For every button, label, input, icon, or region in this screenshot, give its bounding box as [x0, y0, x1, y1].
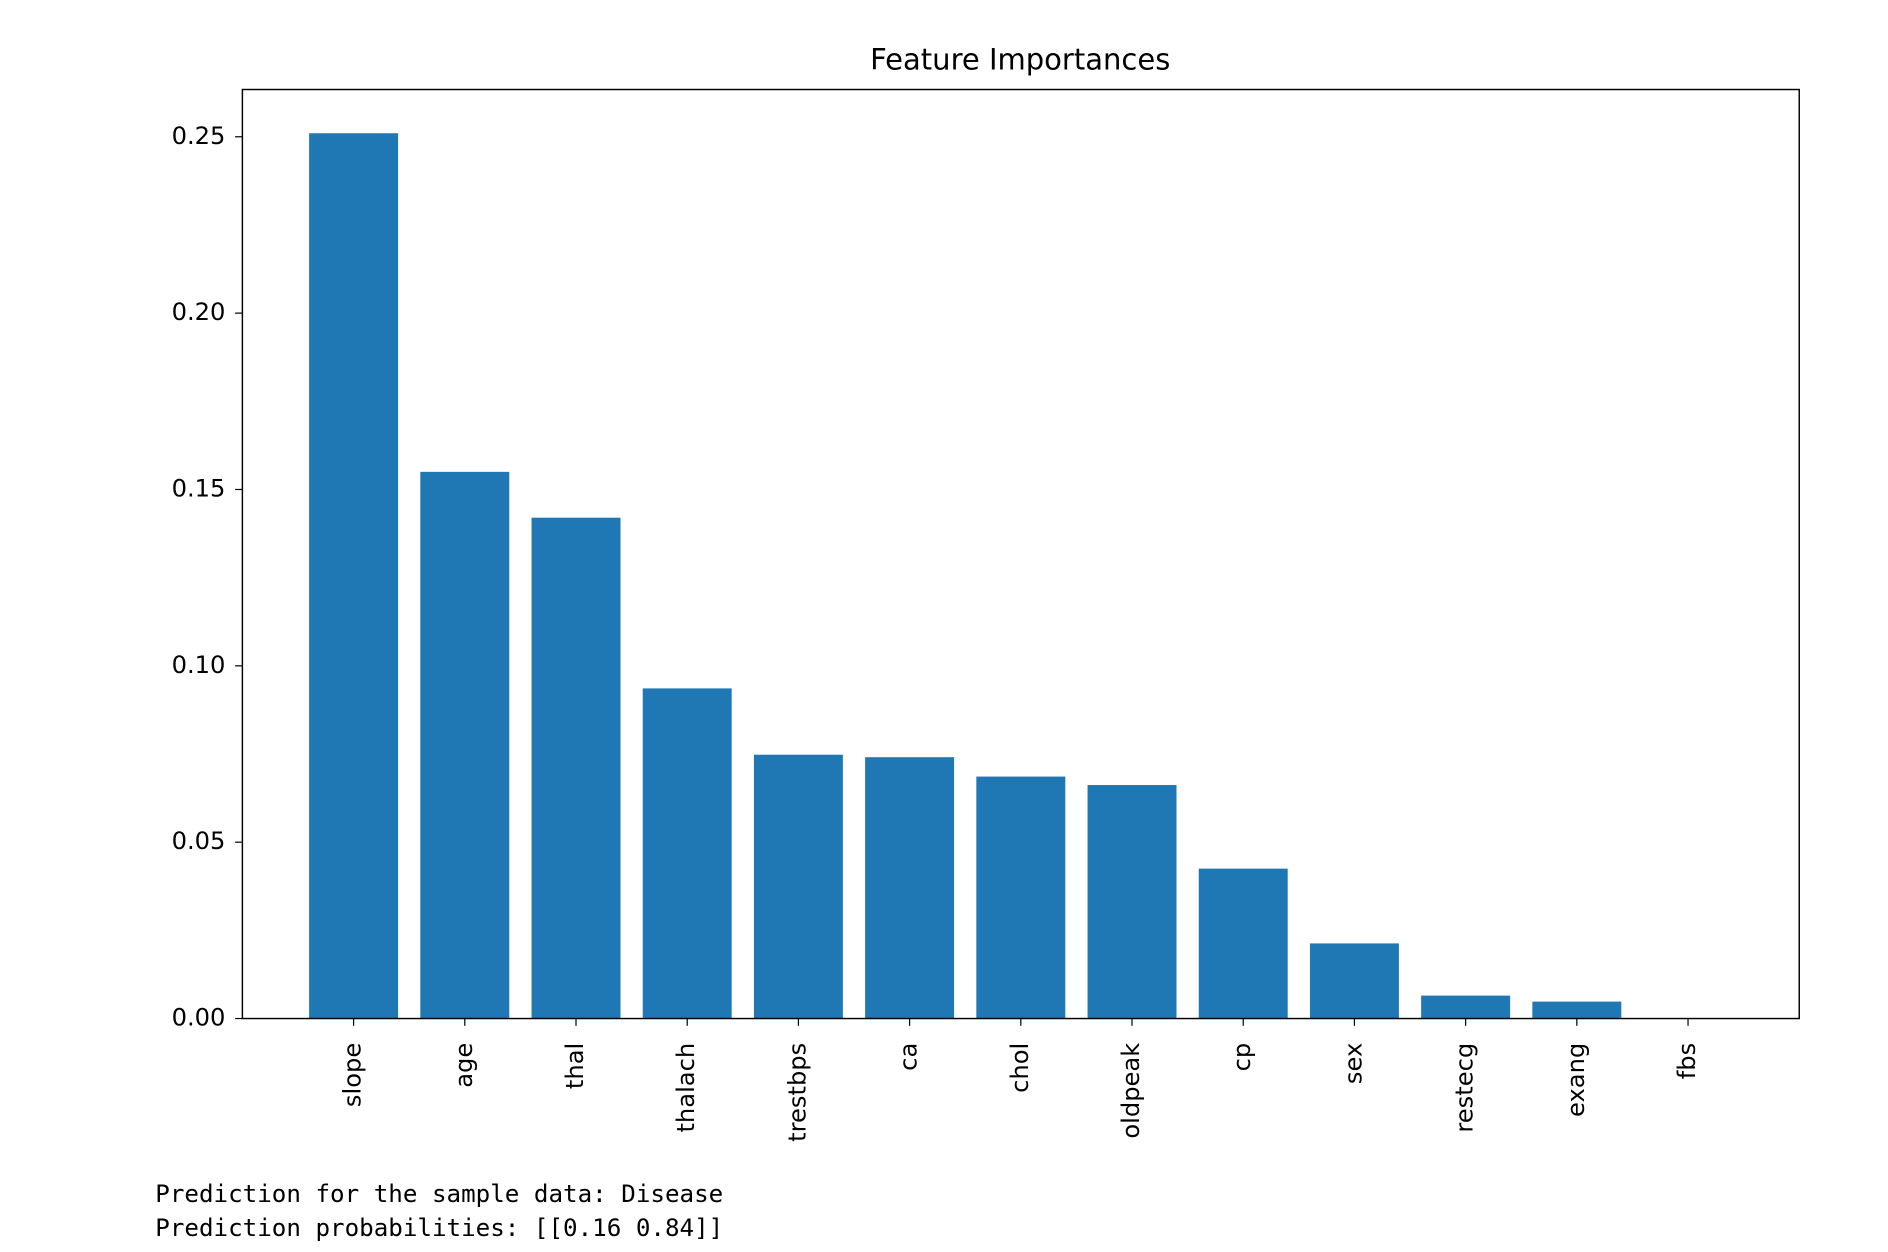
bar	[642, 688, 732, 1019]
bar	[1087, 785, 1177, 1019]
bar	[1421, 995, 1511, 1019]
x-tick-label: thal	[561, 1043, 589, 1089]
x-tick-label: oldpeak	[1117, 1043, 1145, 1139]
x-tick-label: age	[450, 1043, 478, 1088]
x-tick-label: cp	[1228, 1043, 1256, 1072]
chart-title: Feature Importances	[870, 43, 1170, 77]
x-tick-label: exang	[1562, 1043, 1590, 1117]
output-line: Prediction probabilities: [[0.16 0.84]]	[155, 1214, 723, 1242]
output-line: Prediction for the sample data: Disease	[155, 1180, 723, 1208]
bar	[309, 133, 399, 1019]
x-tick-label: sex	[1339, 1043, 1367, 1084]
x-tick-label: chol	[1006, 1043, 1034, 1093]
x-tick-label: ca	[895, 1043, 923, 1071]
bar	[976, 776, 1066, 1019]
x-tick-label: restecg	[1451, 1043, 1479, 1133]
bar	[753, 754, 843, 1019]
x-tick-label: fbs	[1673, 1043, 1701, 1079]
x-tick-label: slope	[339, 1043, 367, 1107]
bar	[1198, 868, 1288, 1019]
plot-frame	[241, 88, 1800, 1020]
bar	[1532, 1001, 1622, 1019]
y-tick-label: 0.00	[172, 1004, 226, 1032]
y-tick-label: 0.15	[172, 474, 226, 502]
bar	[865, 757, 955, 1019]
x-tick-label: thalach	[672, 1043, 700, 1133]
y-tick-label: 0.10	[172, 651, 226, 679]
bar	[531, 517, 621, 1019]
bar	[420, 471, 510, 1019]
bar	[1309, 943, 1399, 1019]
x-tick-label: trestbps	[783, 1043, 811, 1142]
y-tick-label: 0.25	[172, 122, 226, 150]
y-tick-label: 0.20	[172, 298, 226, 326]
y-tick-label: 0.05	[172, 827, 226, 855]
